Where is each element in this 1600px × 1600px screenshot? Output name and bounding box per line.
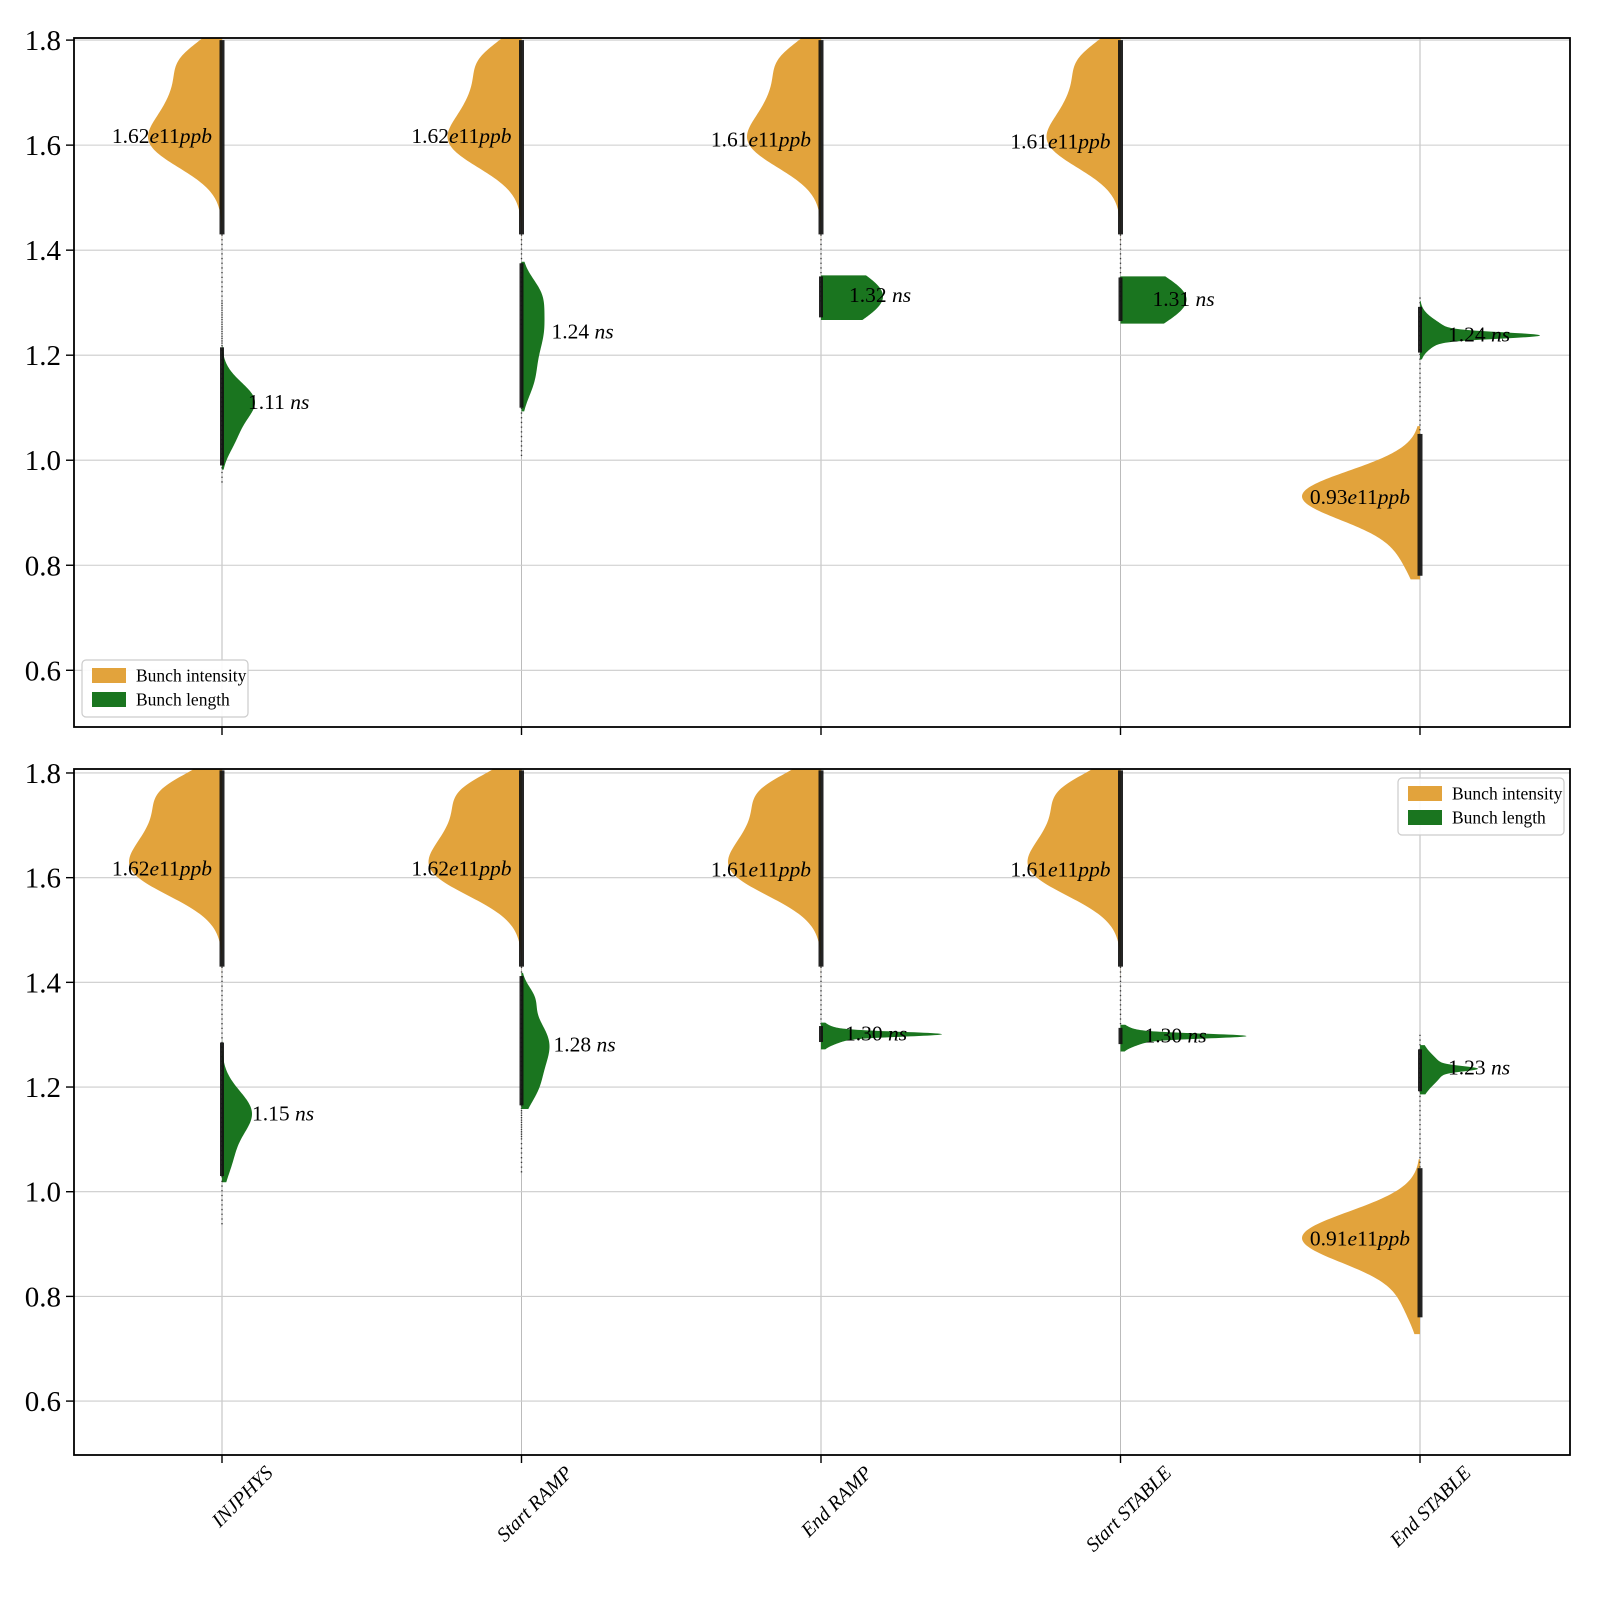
violin-top-Start-STABLE-length: [1120, 276, 1187, 324]
y-tick-label-0.6: 0.6: [25, 655, 61, 687]
violin-bottom-End-STABLE-length: [1420, 1045, 1478, 1095]
scatter-strip: [818, 770, 824, 967]
y-tick-label-1.6: 1.6: [25, 130, 61, 162]
y-tick-label-0.8: 0.8: [25, 1281, 61, 1313]
violin-bottom-INJPHYS-length: [222, 1038, 252, 1183]
legend-swatch-intensity: [92, 668, 126, 683]
annotation-top-End-STABLE-intensity: 0.93e11ppb: [1310, 485, 1410, 509]
annotation-top-End-RAMP-length: 1.32 ns: [849, 283, 911, 307]
annotation-bottom-INJPHYS-length: 1.15 ns: [252, 1102, 314, 1126]
scatter-strip: [819, 1026, 823, 1043]
scatter-strip: [519, 976, 524, 1106]
scatter-strip: [1418, 306, 1422, 353]
y-tick-label-1.8: 1.8: [25, 758, 61, 790]
violin-bottom-Start-STABLE-length: [1120, 1024, 1247, 1052]
scatter-strip: [220, 1042, 224, 1177]
panel-frame: [73, 768, 1571, 1456]
legend-bottom: Bunch intensity Bunch length: [1397, 777, 1565, 836]
scatter-strip: [1118, 40, 1123, 235]
legend-label-length: Bunch length: [1452, 808, 1546, 828]
legend-top: Bunch intensity Bunch length: [81, 659, 249, 718]
annotation-top-INJPHYS-intensity: 1.62e11ppb: [112, 124, 212, 148]
y-tick-label-0.6: 0.6: [25, 1386, 61, 1418]
scatter-strip: [219, 40, 225, 235]
scatter-strip: [819, 276, 823, 318]
scatter-strip: [1118, 277, 1123, 322]
scatter-strip: [1118, 770, 1123, 967]
violin-bottom-Start-STABLE-intensity: [1027, 769, 1121, 979]
scatter-strip: [818, 40, 824, 235]
violin-bottom-End-RAMP-length: [821, 1022, 942, 1050]
legend-swatch-length: [92, 692, 126, 707]
violin-top-Start-RAMP-length: [521, 261, 545, 412]
violin-bottom-INJPHYS-intensity: [129, 769, 222, 979]
scatter-strip: [519, 263, 524, 408]
violin-top-End-RAMP-length: [821, 275, 883, 321]
violin-top-INJPHYS-length: [222, 345, 255, 470]
legend-swatch-length: [1408, 810, 1442, 825]
annotation-bottom-INJPHYS-intensity: 1.62e11ppb: [112, 857, 212, 881]
annotation-top-Start-STABLE-intensity: 1.61e11ppb: [1010, 129, 1110, 153]
y-tick-label-1.2: 1.2: [25, 340, 61, 372]
y-tick-label-1.0: 1.0: [25, 445, 61, 477]
violin-bottom-End-RAMP-intensity: [728, 769, 821, 979]
scatter-strip: [519, 40, 524, 235]
panel-frame: [73, 37, 1571, 728]
annotation-bottom-Start-STABLE-length: 1.30 ns: [1145, 1024, 1207, 1048]
annotation-top-End-STABLE-length: 1.24 ns: [1448, 323, 1510, 347]
legend-label-length: Bunch length: [136, 690, 230, 710]
scatter-strip: [219, 770, 225, 967]
legend-label-intensity: Bunch intensity: [1452, 784, 1563, 804]
y-tick-label-1.8: 1.8: [25, 25, 61, 57]
violin-top-End-STABLE-length: [1420, 301, 1540, 360]
annotation-top-Start-RAMP-length: 1.24 ns: [552, 320, 614, 344]
scatter-strip: [1118, 1027, 1123, 1045]
annotation-bottom-Start-RAMP-intensity: 1.62e11ppb: [411, 857, 511, 881]
violin-top-Start-RAMP-intensity: [447, 38, 522, 243]
y-tick-label-1.0: 1.0: [25, 1177, 61, 1209]
scatter-strip: [1418, 1049, 1422, 1092]
scatter-strip: [220, 347, 224, 466]
violin-bottom-End-STABLE-intensity: [1302, 1159, 1420, 1335]
panel-bottom: 1.8 1.6 1.4 1.2 1.0 0.8 0.6 1.62e11ppb 1.15 ns 1.…: [25, 758, 1571, 1463]
scatter-strip: [1417, 433, 1423, 576]
annotation-bottom-End-STABLE-intensity: 0.91e11ppb: [1310, 1226, 1410, 1250]
annotation-bottom-End-RAMP-length: 1.30 ns: [845, 1022, 907, 1046]
legend-label-intensity: Bunch intensity: [136, 666, 247, 686]
panel-top: 1.8 1.6 1.4 1.2 1.0 0.8 0.6 1.62e11ppb 1.11 ns 1.…: [25, 25, 1571, 735]
y-tick-label-1.2: 1.2: [25, 1072, 61, 1104]
annotation-bottom-End-RAMP-intensity: 1.61e11ppb: [711, 857, 811, 881]
violin-top-End-STABLE-intensity: [1302, 426, 1420, 580]
y-tick-label-1.4: 1.4: [25, 235, 62, 267]
violin-bottom-Start-RAMP-intensity: [428, 769, 522, 979]
y-tick-label-1.6: 1.6: [25, 863, 61, 895]
y-tick-label-1.4: 1.4: [25, 967, 62, 999]
annotation-bottom-Start-RAMP-length: 1.28 ns: [554, 1033, 616, 1057]
scatter-strip: [1417, 1168, 1423, 1318]
violin-top-Start-STABLE-intensity: [1046, 38, 1121, 243]
annotation-top-INJPHYS-length: 1.11 ns: [248, 390, 309, 414]
legend-swatch-intensity: [1408, 786, 1442, 801]
annotation-bottom-End-STABLE-length: 1.23 ns: [1448, 1056, 1510, 1080]
scatter-strip: [519, 770, 524, 967]
annotation-top-Start-STABLE-length: 1.31 ns: [1153, 287, 1215, 311]
violin-bottom-Start-RAMP-length: [521, 972, 550, 1110]
violin-top-End-RAMP-intensity: [747, 38, 821, 243]
violin-top-INJPHYS-intensity: [148, 38, 222, 243]
annotation-bottom-Start-STABLE-intensity: 1.61e11ppb: [1010, 857, 1110, 881]
annotation-top-Start-RAMP-intensity: 1.62e11ppb: [411, 124, 511, 148]
y-tick-label-0.8: 0.8: [25, 550, 61, 582]
annotation-top-End-RAMP-intensity: 1.61e11ppb: [711, 127, 811, 151]
